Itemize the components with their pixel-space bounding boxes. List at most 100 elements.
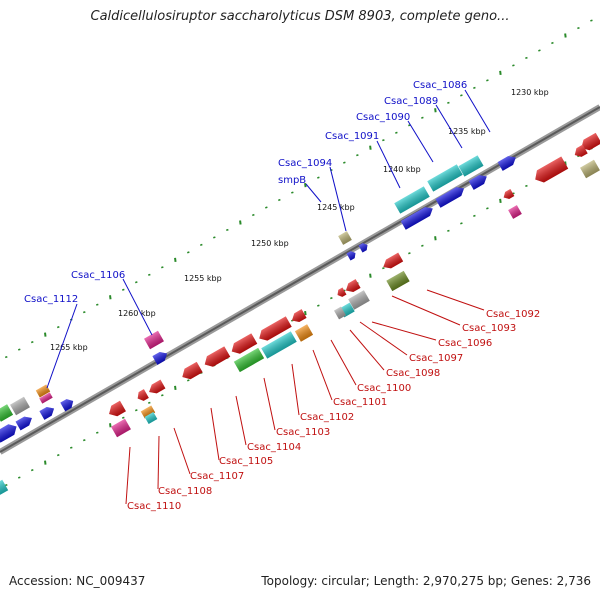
gene-block: [580, 159, 600, 179]
tick-mark: [56, 454, 60, 457]
tick-mark: [161, 394, 164, 397]
tick-mark: [317, 304, 320, 307]
gene-block: [233, 347, 265, 373]
tick-mark: [187, 379, 190, 382]
gene-block: [291, 309, 307, 323]
tick-mark: [499, 198, 502, 204]
gene-label-csac-1092: Csac_1092: [486, 309, 540, 320]
gene-label-csac-1107: Csac_1107: [190, 471, 244, 482]
scale-label-1260: 1260 kbp: [118, 309, 156, 318]
tick-mark: [421, 116, 424, 119]
gene-block: [111, 418, 131, 438]
tick-mark: [317, 176, 320, 179]
gene-block: [458, 155, 484, 177]
gene-block: [346, 251, 356, 261]
tick-mark: [369, 145, 372, 150]
gene-block: [144, 412, 158, 424]
scale-label-1235: 1235 kbp: [448, 127, 486, 136]
tick-mark: [4, 483, 8, 487]
tick-mark: [486, 79, 489, 82]
gene-block: [383, 252, 404, 269]
tick-mark: [499, 70, 502, 76]
gene-label-csac-1093: Csac_1093: [462, 323, 516, 334]
leader-csac-1112: [46, 303, 78, 389]
tick-mark: [148, 401, 151, 404]
gene-label-csac-1097: Csac_1097: [409, 353, 463, 364]
tick-mark: [421, 244, 424, 247]
leader-csac-1096: [371, 321, 437, 341]
tick-mark: [30, 340, 34, 344]
leader-csac-1106: [122, 278, 153, 336]
gene-features: [0, 132, 600, 497]
leader-csac-1107: [173, 427, 191, 475]
leader-csac-1100: [330, 339, 357, 386]
leader-csac-1092: [426, 289, 485, 311]
leader-csac-1098: [349, 329, 385, 371]
gene-block: [261, 331, 297, 359]
label-leader-lines: [46, 89, 491, 505]
tick-mark: [525, 184, 528, 188]
tick-mark: [134, 409, 138, 412]
gene-block: [497, 156, 516, 171]
tick-mark: [590, 19, 593, 22]
tick-mark: [460, 94, 463, 97]
gene-block: [345, 279, 361, 293]
tick-mark: [564, 33, 567, 38]
tick-mark: [486, 207, 489, 210]
tick-mark: [148, 273, 151, 276]
gene-label-csac-1103: Csac_1103: [276, 427, 330, 438]
gene-block: [109, 400, 126, 417]
gene-block: [60, 399, 74, 412]
upper-gene-labels: Csac_1086 Csac_1089 Csac_1090 Csac_1091 …: [24, 80, 467, 305]
tick-mark: [447, 101, 450, 104]
gene-block: [337, 287, 347, 297]
tick-mark: [17, 348, 21, 351]
tick-mark: [226, 228, 229, 232]
gene-block: [427, 164, 463, 192]
tick-mark: [187, 251, 190, 254]
gene-block: [39, 392, 53, 404]
tick-mark: [265, 206, 268, 209]
gene-block: [348, 290, 370, 310]
leader-csac-1089: [435, 104, 463, 149]
gene-block: [386, 270, 410, 292]
gene-label-csac-1101: Csac_1101: [333, 397, 387, 408]
gene-block: [137, 389, 149, 401]
tick-mark: [134, 281, 138, 284]
tick-mark: [69, 446, 73, 449]
scale-label-1245: 1245 kbp: [317, 203, 355, 212]
gene-label-csac-1104: Csac_1104: [247, 442, 301, 453]
tick-mark: [473, 214, 476, 217]
gene-block: [574, 144, 588, 157]
tick-mark: [252, 213, 255, 217]
leader-csac-1101: [312, 349, 333, 401]
tick-mark: [512, 192, 515, 195]
tick-mark: [434, 236, 437, 241]
gene-block: [508, 205, 522, 219]
gene-block: [535, 156, 569, 183]
gene-label-csac-1105: Csac_1105: [219, 456, 273, 467]
tick-mark: [382, 139, 385, 142]
gene-block: [0, 424, 17, 443]
gene-block: [10, 396, 30, 416]
tick-mark: [121, 416, 125, 419]
tick-mark: [109, 423, 112, 428]
scale-label-1255: 1255 kbp: [184, 274, 222, 283]
gene-label-csac-1096: Csac_1096: [438, 338, 492, 349]
gene-block: [39, 406, 55, 420]
tick-mark: [525, 56, 528, 60]
gene-label-csac-1110: Csac_1110: [127, 501, 181, 512]
gene-label-csac-1091: Csac_1091: [325, 131, 379, 142]
scale-label-1250: 1250 kbp: [251, 239, 289, 248]
gene-block: [334, 306, 346, 320]
gene-block: [581, 132, 600, 151]
tick-mark: [56, 326, 60, 329]
scale-label-1230: 1230 kbp: [511, 88, 549, 97]
gene-block: [0, 404, 14, 422]
leader-csac-1086: [464, 89, 491, 133]
gene-block: [338, 231, 352, 245]
tick-mark: [121, 288, 125, 291]
tick-mark: [213, 236, 216, 239]
tick-mark: [109, 295, 112, 300]
tick-mark: [473, 86, 476, 89]
